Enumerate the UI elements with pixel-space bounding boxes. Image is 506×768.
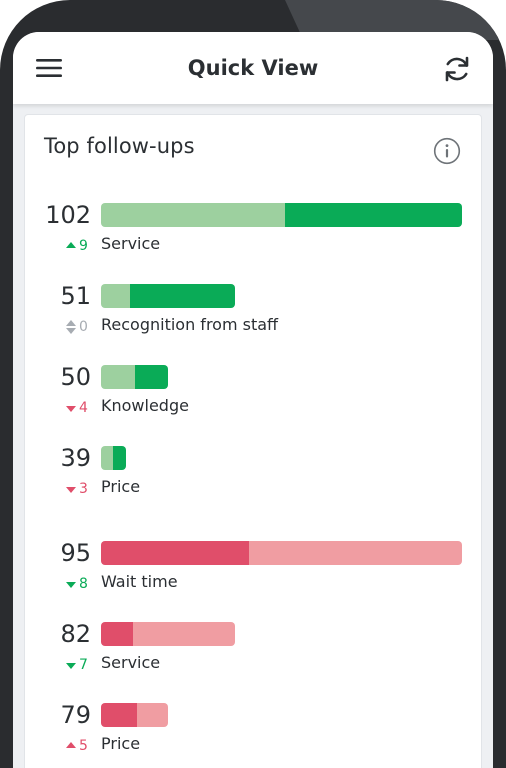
item-label: Knowledge: [101, 396, 189, 415]
item-count: 102: [45, 201, 91, 229]
card-title: Top follow-ups: [44, 134, 195, 158]
triangle-down-icon: [66, 663, 76, 669]
app-header: Quick View: [13, 32, 493, 104]
item-bar: [101, 446, 126, 470]
item-label: Wait time: [101, 572, 178, 591]
triangle-down-icon: [66, 487, 76, 493]
change-value: 7: [79, 657, 88, 673]
triangle-up-icon: [66, 242, 76, 248]
change-indicator: 9: [65, 237, 95, 255]
item-bar: [101, 541, 462, 565]
follow-up-item[interactable]: 51 0 Recognition from staff: [25, 282, 483, 342]
item-bar: [101, 365, 168, 389]
triangle-down-icon: [66, 582, 76, 588]
item-bar: [101, 622, 235, 646]
follow-up-item[interactable]: 79 5 Price: [25, 701, 483, 761]
change-value: 4: [79, 400, 88, 416]
item-bar-segment: [113, 446, 126, 470]
change-value: 8: [79, 576, 88, 592]
change-value: 0: [79, 319, 88, 335]
refresh-button[interactable]: [439, 51, 475, 87]
follow-up-item[interactable]: 39 3 Price: [25, 444, 483, 504]
change-value: 9: [79, 238, 88, 254]
follow-up-item[interactable]: 82 7 Service: [25, 620, 483, 680]
change-value: 5: [79, 738, 88, 754]
item-bar-segment: [101, 622, 134, 646]
item-bar-segment: [101, 284, 131, 308]
item-bar-segment: [101, 203, 286, 227]
item-bar-segment: [101, 541, 249, 565]
item-bar-segment: [285, 203, 462, 227]
hamburger-menu-icon: [36, 59, 62, 77]
app-screen: Quick View Top follow-ups 102 9 Servic: [13, 32, 493, 768]
item-count: 39: [60, 444, 91, 472]
follow-up-item[interactable]: 50 4 Knowledge: [25, 363, 483, 423]
item-bar: [101, 284, 235, 308]
change-indicator: 0: [65, 318, 95, 336]
item-count: 51: [60, 282, 91, 310]
change-indicator: 5: [65, 737, 95, 755]
item-count: 79: [60, 701, 91, 729]
info-button[interactable]: [433, 137, 461, 165]
change-indicator: 8: [65, 575, 95, 593]
change-indicator: 4: [65, 399, 95, 417]
follow-up-item[interactable]: 95 8 Wait time: [25, 539, 483, 599]
item-bar-segment: [101, 446, 113, 470]
triangle-up-icon: [66, 742, 76, 748]
top-follow-ups-card: Top follow-ups 102 9 Service 51 0 Recognition…: [24, 114, 482, 768]
item-count: 82: [60, 620, 91, 648]
item-bar-segment: [249, 541, 462, 565]
follow-up-item[interactable]: 102 9 Service: [25, 201, 483, 261]
change-indicator: 3: [65, 480, 95, 498]
menu-button[interactable]: [33, 52, 65, 84]
item-label: Price: [101, 477, 141, 496]
item-bar-segment: [134, 365, 168, 389]
sort-neutral-icon: [66, 320, 76, 334]
item-label: Recognition from staff: [101, 315, 279, 334]
item-bar-segment: [130, 284, 235, 308]
item-bar-segment: [136, 703, 168, 727]
item-label: Service: [101, 653, 161, 672]
page-title: Quick View: [187, 56, 319, 80]
item-bar-segment: [133, 622, 235, 646]
item-label: Service: [101, 234, 161, 253]
item-count: 50: [60, 363, 91, 391]
item-bar: [101, 703, 168, 727]
refresh-icon: [445, 56, 469, 82]
item-count: 95: [60, 539, 91, 567]
triangle-down-icon: [66, 406, 76, 412]
item-bar-segment: [101, 365, 135, 389]
item-bar: [101, 203, 462, 227]
item-label: Price: [101, 734, 141, 753]
item-bar-segment: [101, 703, 137, 727]
info-icon: [433, 137, 461, 165]
change-value: 3: [79, 481, 88, 497]
change-indicator: 7: [65, 656, 95, 674]
